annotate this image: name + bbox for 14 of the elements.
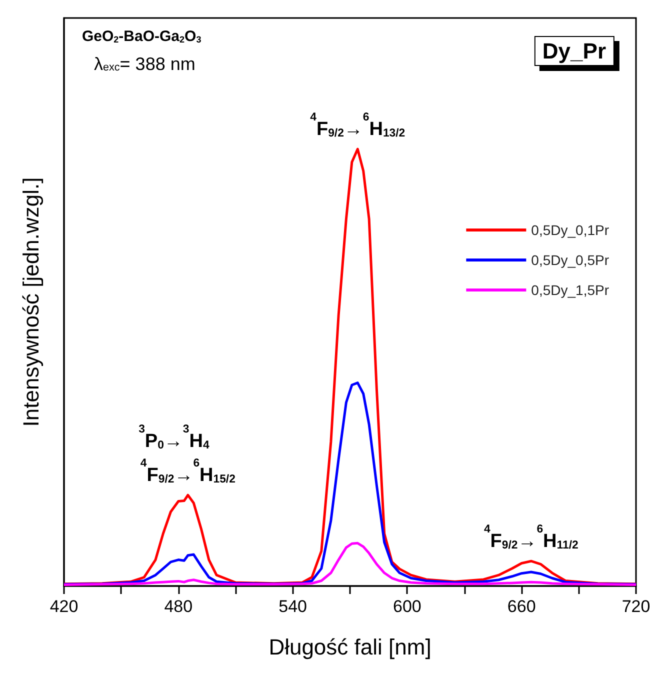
legend-label: 0,5Dy_0,5Pr (531, 252, 610, 268)
y-axis-title: Intensywność [jedn.wzgl.] (18, 177, 44, 427)
text: GeO2-BaO-Ga2O3 (82, 28, 202, 45)
x-tick-label: 540 (278, 597, 307, 616)
x-tick-label: 480 (164, 597, 193, 616)
legend-label: 0,5Dy_0,1Pr (531, 222, 610, 238)
legend-label: 0,5Dy_1,5Pr (531, 282, 610, 298)
x-tick-label: 600 (393, 597, 422, 616)
x-axis-title: Długość fali [nm] (268, 634, 432, 660)
x-tick-label: 720 (622, 597, 650, 616)
x-tick-label: 420 (50, 597, 78, 616)
text: λexc= 388 nm (94, 54, 196, 74)
x-tick-label: 660 (507, 597, 536, 616)
chart-title: Dy_Pr (542, 38, 606, 64)
